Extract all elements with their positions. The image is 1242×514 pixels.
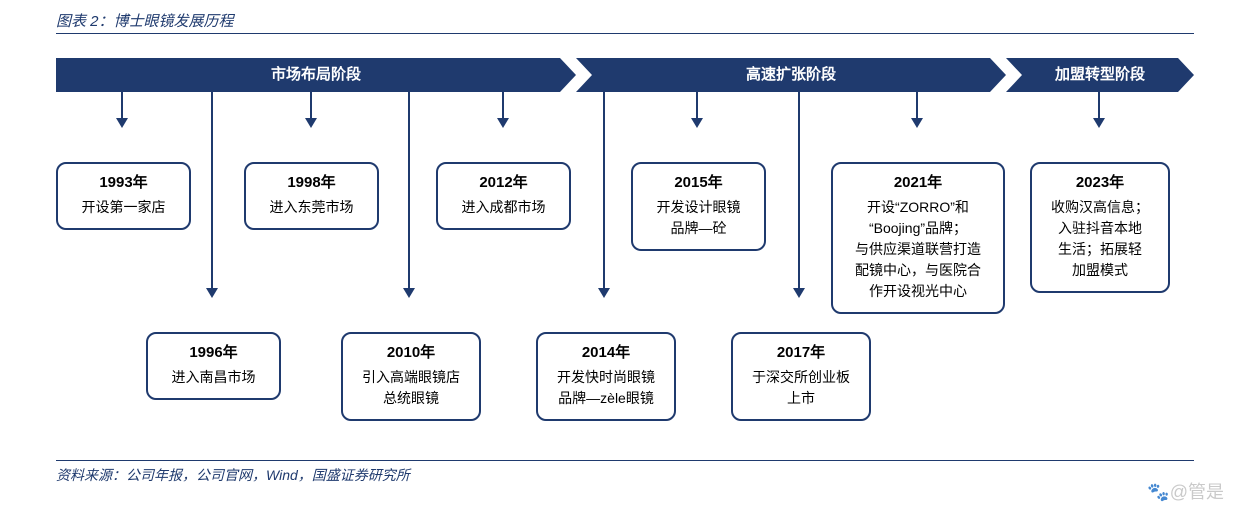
node-desc-line: 加盟模式 — [1036, 260, 1164, 281]
arrow-0 — [121, 92, 123, 118]
node-n1996: 1996年进入南昌市场 — [146, 332, 281, 400]
arrow-head-5 — [598, 288, 610, 298]
arrow-2 — [310, 92, 312, 118]
node-n2021: 2021年开设“ZORRO”和“Boojing”品牌；与供应渠道联营打造配镜中心… — [831, 162, 1005, 314]
node-year: 2017年 — [737, 342, 865, 365]
node-year: 2012年 — [442, 172, 565, 195]
arrow-7 — [798, 92, 800, 288]
arrow-head-2 — [305, 118, 317, 128]
phase-label-0: 市场布局阶段 — [271, 66, 361, 83]
node-desc-line: 于深交所创业板 — [737, 367, 865, 388]
node-desc-line: 进入南昌市场 — [152, 367, 275, 388]
node-desc-line: 配镜中心，与医院合 — [837, 260, 999, 281]
arrow-6 — [696, 92, 698, 118]
node-n2010: 2010年引入高端眼镜店总统眼镜 — [341, 332, 481, 421]
node-desc-line: 品牌—zèle眼镜 — [542, 388, 670, 409]
arrow-head-8 — [911, 118, 923, 128]
arrow-head-1 — [206, 288, 218, 298]
arrow-head-9 — [1093, 118, 1105, 128]
node-n2012: 2012年进入成都市场 — [436, 162, 571, 230]
arrow-3 — [408, 92, 410, 288]
node-year: 2021年 — [837, 172, 999, 195]
arrow-head-3 — [403, 288, 415, 298]
source-line: 资料来源：公司年报，公司官网，Wind，国盛证券研究所 — [56, 460, 1194, 485]
node-year: 1998年 — [250, 172, 373, 195]
phase-2: 加盟转型阶段 — [1006, 58, 1194, 92]
phase-label-2: 加盟转型阶段 — [1055, 66, 1145, 83]
node-desc-line: 开设“ZORRO”和 — [837, 197, 999, 218]
node-desc-line: “Boojing”品牌； — [837, 218, 999, 239]
node-desc-line: 总统眼镜 — [347, 388, 475, 409]
node-desc-line: 进入成都市场 — [442, 197, 565, 218]
chart-title: 图表 2：博士眼镜发展历程 — [56, 13, 234, 30]
node-n2015: 2015年开发设计眼镜品牌—砼 — [631, 162, 766, 251]
arrow-head-6 — [691, 118, 703, 128]
node-year: 2015年 — [637, 172, 760, 195]
source-text: 资料来源：公司年报，公司官网，Wind，国盛证券研究所 — [56, 467, 410, 483]
node-desc-line: 开设第一家店 — [62, 197, 185, 218]
phase-bar: 市场布局阶段 高速扩张阶段 加盟转型阶段 — [56, 58, 1194, 92]
node-n1993: 1993年开设第一家店 — [56, 162, 191, 230]
timeline-area: 1993年开设第一家店 1996年进入南昌市场 1998年进入东莞市场 2010年引入… — [56, 92, 1194, 452]
node-year: 1993年 — [62, 172, 185, 195]
arrow-9 — [1098, 92, 1100, 118]
node-desc-line: 生活；拓展轻 — [1036, 239, 1164, 260]
node-n2017: 2017年于深交所创业板上市 — [731, 332, 871, 421]
node-n2023: 2023年收购汉高信息；入驻抖音本地生活；拓展轻加盟模式 — [1030, 162, 1170, 293]
node-year: 1996年 — [152, 342, 275, 365]
node-desc-line: 入驻抖音本地 — [1036, 218, 1164, 239]
node-year: 2023年 — [1036, 172, 1164, 195]
phase-label-1: 高速扩张阶段 — [746, 66, 836, 83]
watermark: 🐾@管是 — [1147, 478, 1224, 504]
node-desc-line: 与供应渠道联营打造 — [837, 239, 999, 260]
arrow-8 — [916, 92, 918, 118]
phase-0: 市场布局阶段 — [56, 58, 576, 92]
arrow-5 — [603, 92, 605, 288]
node-desc-line: 进入东莞市场 — [250, 197, 373, 218]
node-desc-line: 开发快时尚眼镜 — [542, 367, 670, 388]
node-n1998: 1998年进入东莞市场 — [244, 162, 379, 230]
arrow-head-0 — [116, 118, 128, 128]
phase-1: 高速扩张阶段 — [576, 58, 1006, 92]
arrow-head-7 — [793, 288, 805, 298]
node-desc-line: 作开设视光中心 — [837, 281, 999, 302]
node-year: 2010年 — [347, 342, 475, 365]
node-desc-line: 开发设计眼镜 — [637, 197, 760, 218]
node-year: 2014年 — [542, 342, 670, 365]
node-desc-line: 收购汉高信息； — [1036, 197, 1164, 218]
node-desc-line: 上市 — [737, 388, 865, 409]
node-desc-line: 引入高端眼镜店 — [347, 367, 475, 388]
node-n2014: 2014年开发快时尚眼镜品牌—zèle眼镜 — [536, 332, 676, 421]
node-desc-line: 品牌—砼 — [637, 218, 760, 239]
arrow-head-4 — [497, 118, 509, 128]
arrow-4 — [502, 92, 504, 118]
arrow-1 — [211, 92, 213, 288]
chart-title-bar: 图表 2：博士眼镜发展历程 — [56, 10, 1194, 34]
